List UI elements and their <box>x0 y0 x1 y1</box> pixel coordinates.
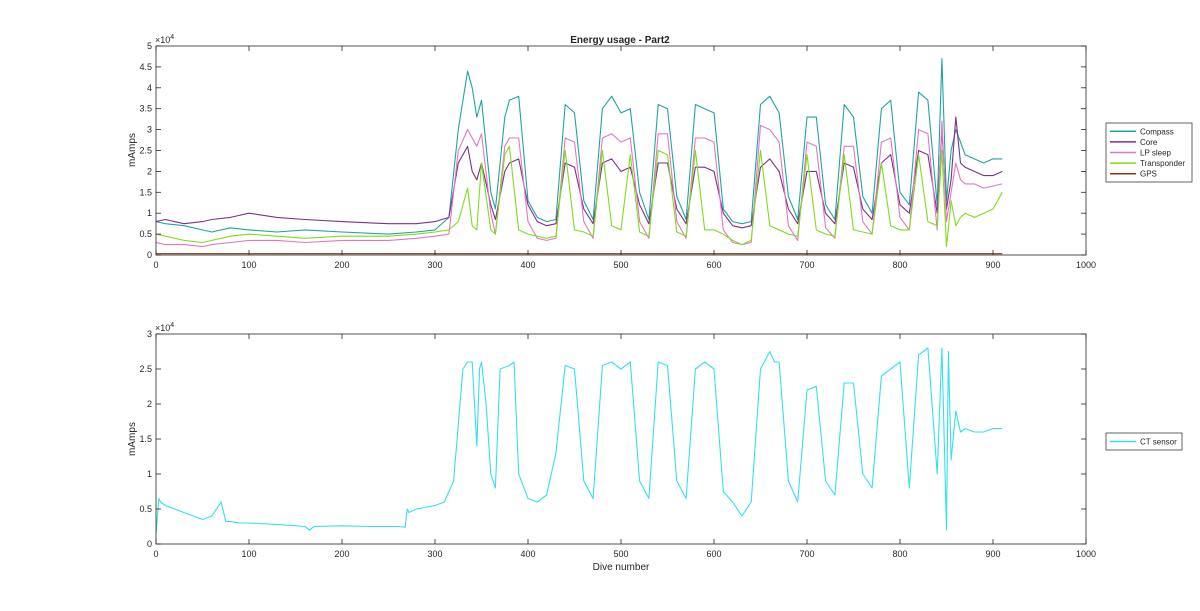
bottom-x-tick-label: 900 <box>985 549 1000 559</box>
top-x-tick-label: 100 <box>241 260 256 270</box>
bottom-y-tick-label: 0.5 <box>139 504 152 514</box>
bottom-legend[interactable]: CT sensor <box>1105 432 1183 451</box>
series-line-transponder <box>156 145 1003 248</box>
bottom-ticks: 0 100 200 300 400 500 600 700 800 900 1000 0 0.5 1 1.5… <box>139 329 1096 559</box>
top-y-tick-label: 0.5 <box>139 229 152 239</box>
bottom-x-tick-label: 100 <box>241 549 256 559</box>
top-x-tick-label: 400 <box>520 260 535 270</box>
bottom-x-tick-label: 600 <box>706 549 721 559</box>
top-x-tick-label: 600 <box>706 260 721 270</box>
bottom-y-exponent: ×104 <box>155 322 174 333</box>
top-y-tick-label: 1.5 <box>139 187 152 197</box>
top-axes-frame <box>155 45 1087 256</box>
series-line-core <box>156 116 1003 229</box>
bottom-x-axis-label: Dive number <box>593 562 650 573</box>
bottom-plot-area <box>156 347 1003 534</box>
bottom-x-tick-label: 400 <box>520 549 535 559</box>
top-y-tick-label: 4 <box>147 83 152 93</box>
bottom-axes-frame <box>155 333 1087 545</box>
top-ticks: 0 100 200 300 400 500 600 700 800 900 1000 0 0.5 1 1.5… <box>139 41 1096 270</box>
bottom-x-tick-label: 200 <box>334 549 349 559</box>
top-x-tick-label: 200 <box>334 260 349 270</box>
top-y-tick-label: 3.5 <box>139 104 152 114</box>
top-x-tick-label: 1000 <box>1076 260 1096 270</box>
top-x-tick-label: 500 <box>613 260 628 270</box>
bottom-y-tick-label: 1 <box>147 469 152 479</box>
top-x-tick-label: 0 <box>153 260 158 270</box>
legend-label-compass: Compass <box>1140 127 1174 136</box>
bottom-legend-box <box>1105 432 1183 451</box>
legend-label-ct-sensor: CT sensor <box>1140 438 1177 447</box>
bottom-x-tick-label: 800 <box>892 549 907 559</box>
top-y-tick-label: 4.5 <box>139 62 152 72</box>
top-y-tick-label: 2.5 <box>139 146 152 156</box>
top-x-tick-label: 900 <box>985 260 1000 270</box>
legend-label-core: Core <box>1140 138 1158 147</box>
bottom-y-tick-label: 0 <box>147 539 152 549</box>
bottom-y-tick-label: 1.5 <box>139 434 152 444</box>
bottom-y-tick-label: 2.5 <box>139 364 152 374</box>
top-y-tick-label: 5 <box>147 41 152 51</box>
bottom-chart: ×104 mAmps Dive number 0 100 200 300 400 500 6… <box>127 322 1183 573</box>
top-y-exponent: ×104 <box>155 34 174 45</box>
top-x-tick-label: 700 <box>799 260 814 270</box>
top-y-tick-label: 1 <box>147 208 152 218</box>
bottom-x-tick-label: 0 <box>153 549 158 559</box>
legend-label-lp-sleep: LP sleep <box>1140 149 1172 158</box>
legend-label-transponder: Transponder <box>1140 159 1185 168</box>
bottom-x-tick-label: 500 <box>613 549 628 559</box>
bottom-y-axis-label: mAmps <box>127 422 138 456</box>
top-plot-area <box>156 57 1003 255</box>
bottom-x-tick-label: 1000 <box>1076 549 1096 559</box>
top-chart-title: Energy usage - Part2 <box>570 35 670 46</box>
top-x-tick-label: 300 <box>427 260 442 270</box>
top-y-axis-label: mAmps <box>127 133 138 167</box>
bottom-y-tick-label: 3 <box>147 329 152 339</box>
bottom-x-tick-label: 700 <box>799 549 814 559</box>
top-y-tick-label: 2 <box>147 166 152 176</box>
legend-label-gps: GPS <box>1140 170 1157 179</box>
top-x-tick-label: 800 <box>892 260 907 270</box>
series-line-ct-sensor <box>156 347 1003 534</box>
top-y-tick-label: 3 <box>147 125 152 135</box>
top-y-tick-label: 0 <box>147 250 152 260</box>
bottom-y-tick-label: 2 <box>147 399 152 409</box>
bottom-x-tick-label: 300 <box>427 549 442 559</box>
top-chart: Energy usage - Part2 ×104 mAmps 0 100 200 3… <box>127 34 1193 270</box>
